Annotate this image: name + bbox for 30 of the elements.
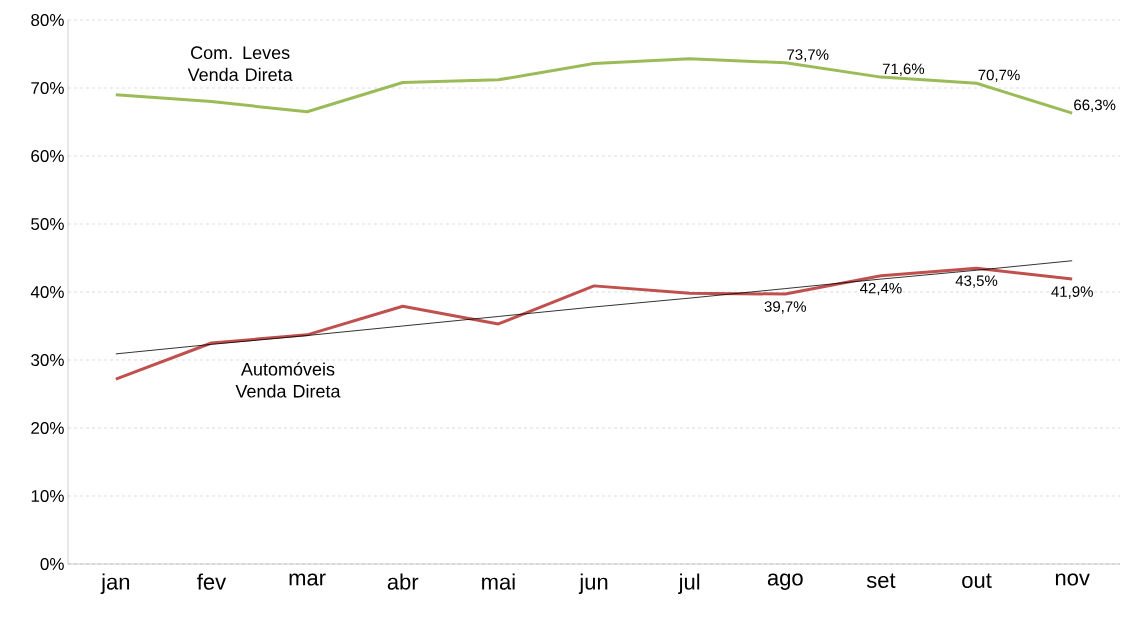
y-tick-label: 40%: [30, 285, 64, 299]
y-tick-label: 0%: [40, 557, 64, 571]
y-tick-label: 80%: [31, 13, 64, 27]
x-tick-label: out: [962, 573, 992, 588]
x-tick-label: jan: [100, 573, 130, 595]
data-label: 71,6%: [882, 63, 925, 76]
data-label: 41,9%: [1051, 286, 1093, 299]
x-tick-label: nov: [1055, 573, 1090, 586]
series-label: Automóveis Venda Direta: [235, 362, 341, 398]
x-tick-label: mar: [289, 573, 326, 586]
y-tick-label: 50%: [31, 217, 64, 231]
y-tick-label: 20%: [31, 421, 64, 435]
x-tick-label: abr: [387, 573, 419, 590]
data-label: 73,7%: [787, 49, 829, 62]
y-tick-label: 70%: [31, 81, 64, 95]
data-label: 39,7%: [764, 301, 806, 314]
data-label: 70,7%: [978, 69, 1020, 83]
y-tick-label: 10%: [31, 489, 64, 503]
x-tick-label: mai: [482, 573, 515, 590]
x-tick-label: jul: [678, 573, 700, 595]
series-label: Com. Leves Venda Direta: [187, 46, 293, 82]
x-tick-label: fev: [197, 573, 227, 590]
y-tick-label: 30%: [31, 353, 64, 367]
x-tick-label: set: [866, 573, 896, 588]
x-tick-label: ago: [767, 573, 803, 590]
data-label: 43,5%: [955, 275, 998, 288]
x-tick-label: jun: [578, 573, 608, 595]
data-label: 42,4%: [860, 282, 902, 296]
data-label: 66,3%: [1074, 99, 1116, 112]
y-tick-label: 60%: [31, 149, 64, 163]
